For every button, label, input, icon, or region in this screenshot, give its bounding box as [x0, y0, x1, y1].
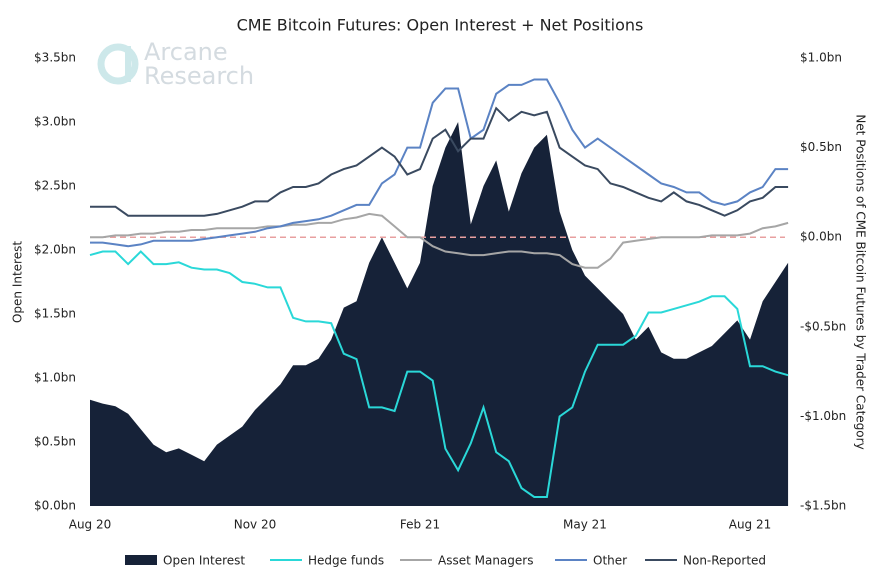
logo-text: Research [144, 62, 254, 90]
y-tick-label: $0.5bn [34, 435, 76, 449]
line [90, 106, 789, 217]
y2-tick-label: -$1.0bn [800, 409, 846, 423]
legend-label: Open Interest [163, 554, 245, 568]
y2-tick-label: $0.0bn [800, 230, 842, 244]
y-tick-label: $3.5bn [34, 51, 76, 65]
y-tick-label: $2.0bn [34, 243, 76, 257]
logo: Arcane Research [97, 38, 254, 90]
line [90, 212, 789, 269]
legend-swatch [125, 555, 157, 565]
y-tick-label: $1.0bn [34, 371, 76, 385]
logo-ring [97, 43, 139, 85]
area [90, 122, 789, 506]
y2-tick-label: -$0.5bn [800, 319, 846, 333]
y-tick-label: $3.0bn [34, 115, 76, 129]
x-tick-label: May 21 [563, 518, 607, 532]
y2-tick-label: $1.0bn [800, 51, 842, 65]
legend-label: Asset Managers [438, 554, 533, 568]
y-tick-label: $1.5bn [34, 307, 76, 321]
legend-label: Hedge funds [308, 554, 384, 568]
x-tick-label: Feb 21 [400, 518, 440, 532]
y-tick-label: $0.0bn [34, 499, 76, 513]
chart-title: CME Bitcoin Futures: Open Interest + Net… [237, 16, 644, 35]
line [90, 78, 789, 248]
x-tick-label: Aug 20 [69, 518, 112, 532]
y-axis-label: Open Interest [11, 241, 25, 323]
x-tick-label: Nov 20 [234, 518, 277, 532]
y2-tick-label: $0.5bn [800, 140, 842, 154]
logo-text: Arcane [144, 38, 228, 66]
legend-label: Other [593, 554, 627, 568]
x-tick-label: Aug 21 [729, 518, 772, 532]
line [89, 250, 789, 498]
legend-label: Non-Reported [683, 554, 766, 568]
y2-axis-label: Net Positions of CME Bitcoin Futures by … [854, 114, 868, 449]
y2-tick-label: -$1.5bn [800, 499, 846, 513]
y-tick-label: $2.5bn [34, 179, 76, 193]
